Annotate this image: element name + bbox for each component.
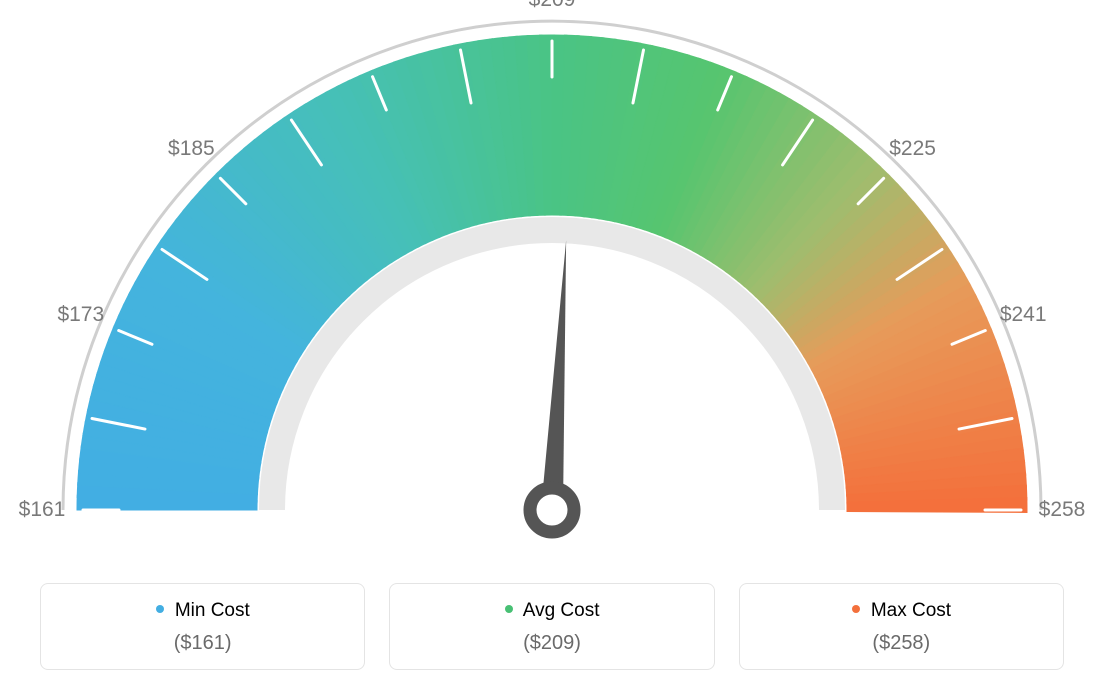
legend-label-text: Max Cost bbox=[871, 600, 951, 621]
gauge-tick-label: $185 bbox=[168, 137, 215, 161]
gauge-tick-label: $241 bbox=[1000, 303, 1047, 327]
dot-icon bbox=[505, 605, 513, 613]
dot-icon bbox=[852, 605, 860, 613]
gauge-tick-label: $161 bbox=[19, 498, 66, 522]
gauge-svg bbox=[0, 0, 1104, 560]
dot-icon bbox=[156, 605, 164, 613]
legend-value-avg: ($209) bbox=[400, 632, 703, 655]
legend-label-text: Min Cost bbox=[175, 600, 250, 621]
legend-label-max: Max Cost bbox=[750, 600, 1053, 622]
legend-card-min: Min Cost ($161) bbox=[40, 583, 365, 670]
gauge-tick-label: $173 bbox=[57, 303, 104, 327]
legend-card-avg: Avg Cost ($209) bbox=[389, 583, 714, 670]
gauge-tick-label: $209 bbox=[529, 0, 576, 12]
legend-value-min: ($161) bbox=[51, 632, 354, 655]
legend-label-text: Avg Cost bbox=[523, 600, 600, 621]
legend-value-max: ($258) bbox=[750, 632, 1053, 655]
legend-row: Min Cost ($161) Avg Cost ($209) Max Cost… bbox=[0, 583, 1104, 670]
gauge-chart: $161 $173 $185 $209 $225 $241 $258 bbox=[0, 0, 1104, 560]
gauge-tick-label: $225 bbox=[889, 137, 936, 161]
cost-gauge-container: $161 $173 $185 $209 $225 $241 $258 Min Cost ($… bbox=[0, 0, 1104, 690]
gauge-tick-label: $258 bbox=[1039, 498, 1086, 522]
legend-label-min: Min Cost bbox=[51, 600, 354, 622]
legend-label-avg: Avg Cost bbox=[400, 600, 703, 622]
legend-card-max: Max Cost ($258) bbox=[739, 583, 1064, 670]
